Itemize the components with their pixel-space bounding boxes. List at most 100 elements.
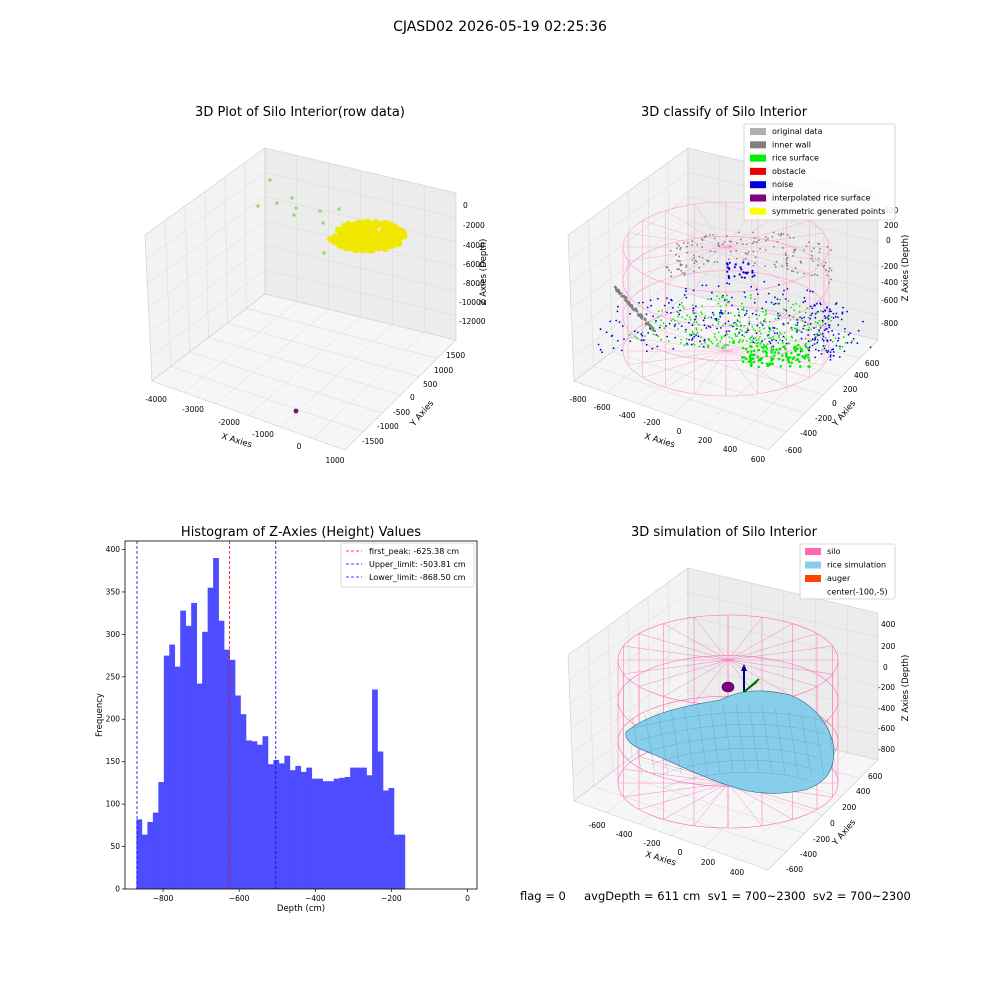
data-point [742,308,744,311]
data-point [681,263,683,266]
data-point [699,340,701,343]
silo-spoke [727,659,793,697]
data-point [759,248,761,250]
data-point [714,333,716,335]
data-point [777,357,781,361]
data-point [818,251,821,254]
data-point [766,348,768,350]
histogram-bar [246,740,252,889]
data-point [785,254,787,257]
data-point [820,353,823,355]
data-point [798,329,801,332]
data-point [663,327,666,330]
data-point [779,234,782,237]
data-point [810,328,813,331]
data-point [755,288,758,291]
data-point [763,280,766,283]
data-point [620,294,624,298]
histogram-bar [213,557,219,889]
data-point [809,305,812,308]
data-point [710,316,713,319]
data-point [758,330,761,332]
data-point [816,339,819,342]
data-point [368,229,375,236]
data-point [721,243,724,246]
legend-label: noise [772,180,793,189]
data-point [623,338,625,340]
data-point [816,341,819,344]
silo-spoke [623,782,729,798]
histogram-xlabel: Depth (cm) [277,904,325,914]
data-point [839,347,841,350]
silo-spoke [642,220,727,248]
legend-label: silo [827,547,841,556]
data-point [685,266,687,268]
histogram-bar [256,744,263,889]
data-point [645,313,648,316]
data-point [826,274,828,277]
data-point [621,325,624,327]
data-point [748,316,751,319]
data-point [707,325,710,328]
data-point [718,313,721,316]
data-point [337,207,341,211]
data-point [636,331,639,334]
panel-simulation-y-ticks: -600 -400 -200 0 200 400 600 [786,772,883,874]
data-point [646,306,649,309]
legend-swatch [805,561,821,569]
data-point [599,348,602,351]
data-point [706,259,708,262]
data-point [335,241,342,248]
legend-label: center(-100,-5) [827,588,888,597]
data-point [831,330,833,332]
data-point [728,240,731,243]
data-point [743,291,746,294]
data-point [749,297,752,299]
panel-raw-xlabel: X Axies [220,432,253,451]
panel-classify-3d: 3D classify of Silo Interior -800 -600 -… [567,105,911,464]
histogram-bar [355,767,362,889]
data-point [703,324,706,327]
data-point [754,336,757,339]
data-point [691,337,694,340]
data-point [772,329,775,332]
tick-label: 200 [106,715,121,724]
data-point [770,359,773,362]
histogram-bar [141,834,148,889]
data-point [696,331,699,334]
tick-label: 0 [832,399,837,408]
mesh-line [761,705,773,774]
silo-spoke [693,617,729,661]
data-point [826,340,829,342]
data-point [781,339,784,342]
data-point [738,339,741,342]
data-point [822,339,825,342]
data-point [831,340,834,343]
tick-label: 400 [854,371,869,380]
data-point [830,310,832,313]
data-point [678,255,681,258]
data-point [834,337,837,339]
data-point [794,339,797,342]
data-point [659,324,662,327]
tick-label: 50 [110,842,120,851]
tick-label: 0 [678,848,683,857]
data-point [716,295,718,298]
data-point [688,338,690,341]
data-point [717,345,720,348]
data-point [825,328,827,330]
histogram-bar [350,767,356,889]
data-point [369,247,376,254]
data-point [810,314,812,317]
data-point [719,315,722,318]
histogram-bar [235,695,241,889]
panel-raw-z-ticks: 0 -2000 -4000 -6000 -8000 -10000 -12000 [459,201,486,326]
data-point [806,289,809,292]
data-point [712,234,715,236]
data-point [674,323,677,326]
data-point [661,309,663,312]
panel-classify-x-ticks: -800 -600 -400 -200 0 200 400 600 [569,395,765,464]
data-point [655,319,657,322]
data-point [716,327,718,330]
data-point [668,322,671,325]
